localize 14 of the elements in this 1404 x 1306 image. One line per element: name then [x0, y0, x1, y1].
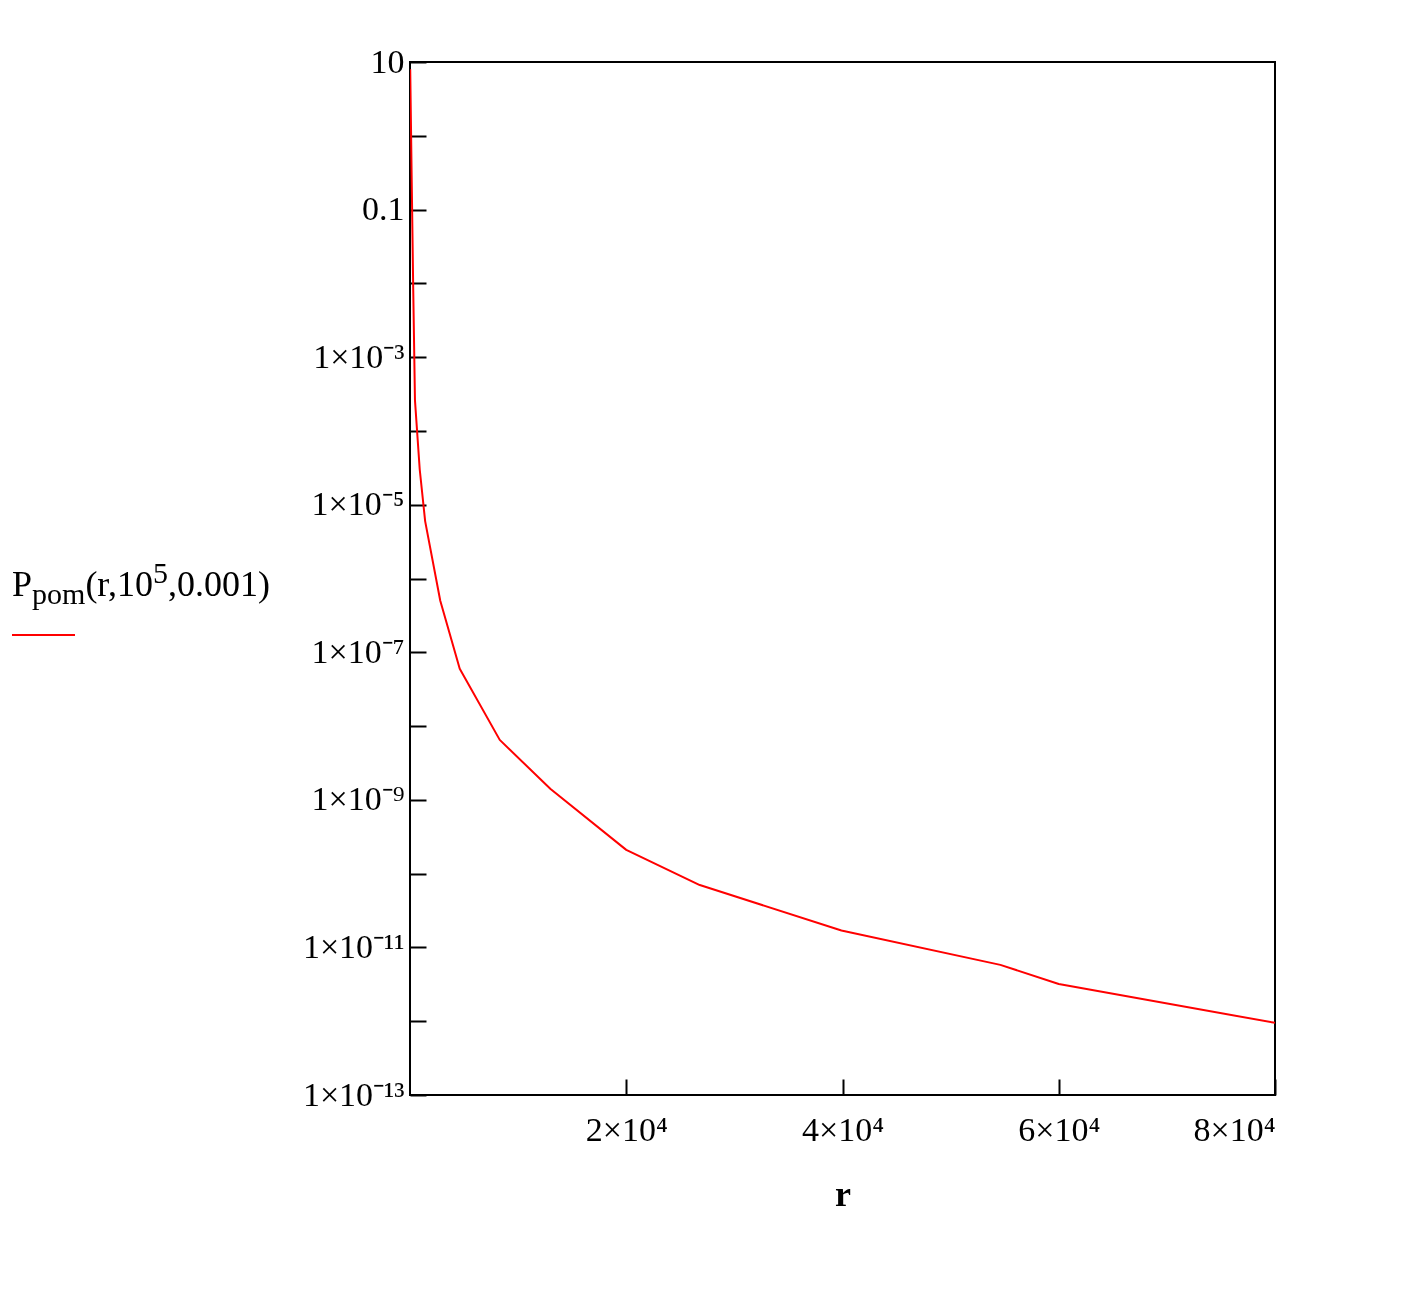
- y-tick-label: 10: [370, 42, 405, 80]
- y-tick-label: 1×10⁻⁷: [311, 632, 405, 670]
- x-tick-label: 4×10⁴: [801, 1110, 885, 1148]
- y-tick-label: 1×10⁻³: [313, 337, 405, 375]
- x-tick-label: 6×10⁴: [1018, 1110, 1101, 1148]
- y-tick-label: 0.1: [362, 190, 405, 228]
- x-tick-label: 8×10⁴: [1193, 1110, 1276, 1148]
- y-tick-label: 1×10⁻¹³: [302, 1075, 405, 1113]
- y-tick-label: 1×10⁻⁵: [311, 485, 405, 523]
- y-tick-label: 1×10⁻⁹: [311, 780, 405, 818]
- y-axis-title: P$_{pom}$(r,10$^{5}$,0.001): [12, 556, 270, 612]
- y-tick-label: 1×10⁻¹¹: [302, 927, 405, 965]
- x-tick-label: 2×10⁴: [585, 1110, 668, 1148]
- x-axis-title: r: [835, 1173, 852, 1214]
